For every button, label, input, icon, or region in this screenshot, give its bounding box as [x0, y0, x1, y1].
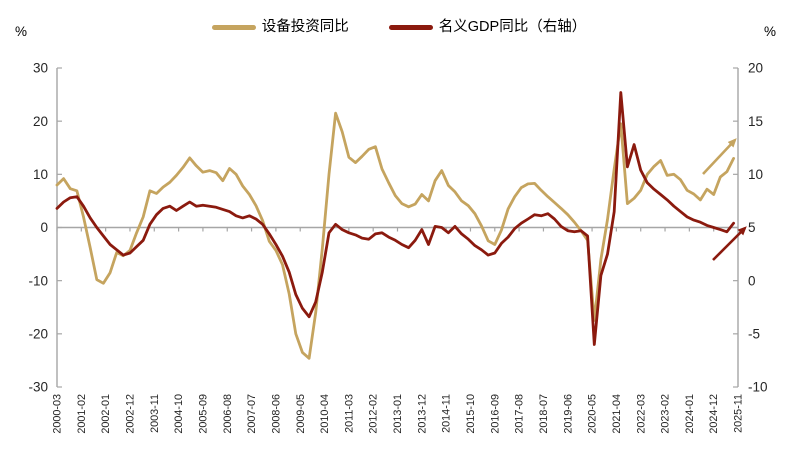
svg-text:-20: -20 — [28, 327, 48, 342]
svg-text:2019-06: 2019-06 — [562, 394, 574, 434]
svg-text:-30: -30 — [28, 380, 48, 395]
svg-text:15: 15 — [748, 114, 763, 129]
legend-item-nominal-gdp: 名义GDP同比（右轴） — [388, 19, 587, 35]
svg-text:30: 30 — [33, 61, 48, 76]
svg-text:2021-04: 2021-04 — [611, 394, 623, 434]
svg-text:2008-06: 2008-06 — [270, 394, 282, 434]
svg-text:2015-10: 2015-10 — [465, 394, 477, 434]
gdp-series-label: 名义GDP同比（右轴） — [438, 19, 587, 35]
svg-text:10: 10 — [748, 167, 763, 182]
svg-text:2001-02: 2001-02 — [76, 394, 88, 434]
svg-text:2018-07: 2018-07 — [538, 394, 550, 434]
legend-item-equipment-investment: 设备投资同比 — [211, 19, 349, 35]
svg-text:2011-03: 2011-03 — [343, 394, 355, 433]
svg-text:2024-01: 2024-01 — [684, 394, 696, 434]
svg-text:2022-03: 2022-03 — [635, 394, 647, 434]
svg-text:2023-02: 2023-02 — [660, 394, 672, 434]
left-axis-unit-label: % — [15, 24, 28, 39]
svg-text:2014-11: 2014-11 — [441, 394, 453, 433]
legend: 设备投资同比 名义GDP同比（右轴） — [0, 20, 798, 35]
svg-text:0: 0 — [748, 273, 756, 288]
gdp-series-swatch — [388, 25, 433, 30]
svg-text:2012-02: 2012-02 — [368, 394, 380, 434]
svg-text:2003-11: 2003-11 — [149, 394, 161, 433]
svg-text:2006-08: 2006-08 — [222, 394, 234, 434]
right-axis-unit-label: % — [763, 24, 776, 39]
svg-text:2016-09: 2016-09 — [489, 394, 501, 434]
svg-text:-10: -10 — [28, 273, 48, 288]
equipment-series-swatch — [211, 25, 256, 30]
svg-text:2010-04: 2010-04 — [319, 394, 331, 434]
svg-text:2005-09: 2005-09 — [197, 394, 209, 434]
equipment-series-label: 设备投资同比 — [261, 19, 349, 35]
svg-text:2013-01: 2013-01 — [392, 394, 404, 434]
svg-text:2009-05: 2009-05 — [295, 394, 307, 434]
svg-text:10: 10 — [33, 167, 48, 182]
svg-text:20: 20 — [748, 61, 763, 76]
svg-text:2002-12: 2002-12 — [125, 394, 137, 434]
svg-text:2024-12: 2024-12 — [708, 394, 720, 434]
svg-text:2017-08: 2017-08 — [514, 394, 526, 434]
svg-text:2007-07: 2007-07 — [246, 394, 258, 434]
svg-text:-5: -5 — [748, 327, 760, 342]
svg-text:2025-11: 2025-11 — [733, 394, 745, 433]
svg-text:2002-01: 2002-01 — [100, 394, 112, 434]
svg-text:2000-03: 2000-03 — [52, 394, 64, 434]
svg-text:-10: -10 — [748, 380, 768, 395]
svg-text:2004-10: 2004-10 — [173, 394, 185, 434]
svg-text:20: 20 — [33, 114, 48, 129]
svg-text:0: 0 — [40, 220, 48, 235]
svg-text:2020-05: 2020-05 — [587, 394, 599, 434]
svg-text:5: 5 — [748, 220, 756, 235]
svg-text:2013-12: 2013-12 — [416, 394, 428, 434]
